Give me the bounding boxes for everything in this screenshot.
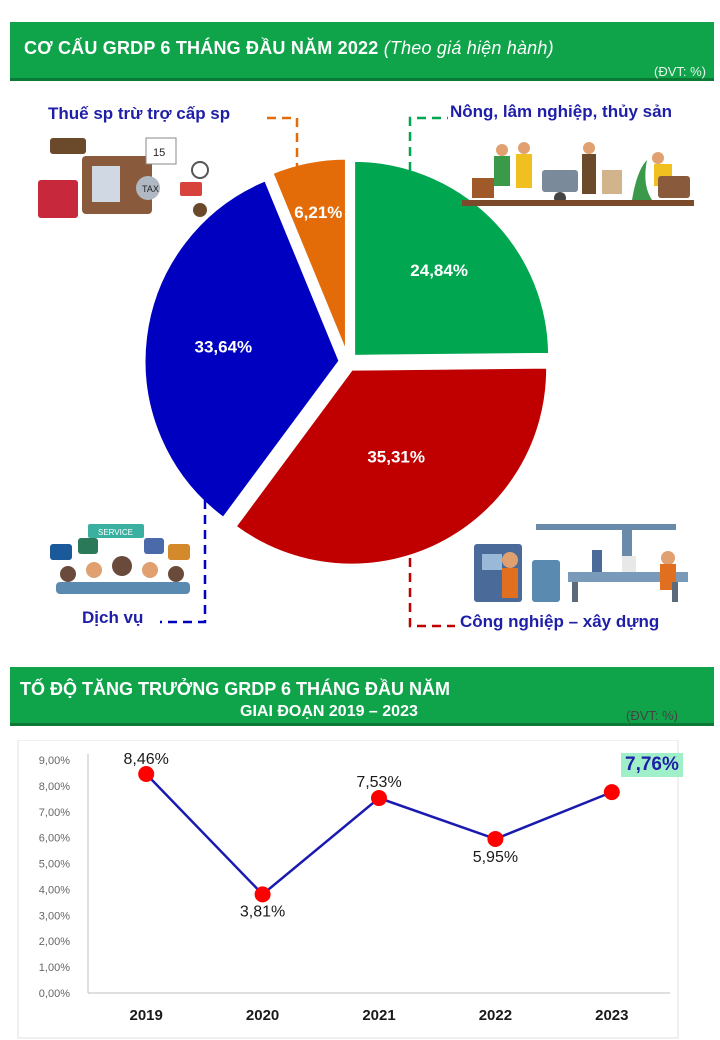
y-tick-label: 5,00% — [39, 859, 70, 871]
data-label: 3,81% — [240, 903, 285, 920]
svg-text:TAX: TAX — [142, 184, 159, 194]
pie-subtitle: (Theo giá hiện hành) — [383, 38, 554, 58]
y-tick-label: 9,00% — [39, 755, 70, 767]
pie-title-text: CƠ CẤU GRDP 6 THÁNG ĐẦU NĂM 2022 — [24, 38, 379, 58]
line-title-banner: TỐ ĐỘ TĂNG TRƯỞNG GRDP 6 THÁNG ĐẦU NĂM G… — [10, 667, 714, 723]
leader-line-agri — [408, 116, 448, 186]
highlight-value-2023: 7,76% — [621, 753, 683, 777]
line-chart-frame — [17, 740, 679, 1039]
data-label: 5,95% — [473, 849, 518, 866]
pie-category-industry: Công nghiệp – xây dựng — [460, 612, 660, 631]
x-tick-label: 2022 — [479, 1007, 512, 1024]
x-tick-label: 2020 — [246, 1007, 279, 1024]
pie-category-service: Dịch vụ — [82, 608, 144, 627]
data-label: 7,53% — [356, 774, 401, 791]
line-title-line2: GIAI ĐOẠN 2019 – 2023 — [240, 703, 418, 720]
data-point — [487, 830, 504, 847]
pie-title-banner: CƠ CẤU GRDP 6 THÁNG ĐẦU NĂM 2022 (Theo g… — [10, 22, 714, 78]
y-tick-label: 7,00% — [39, 807, 70, 819]
pie-chart: 24,84% 35,31% 33,64% 6,21% — [142, 116, 552, 628]
pie-title: CƠ CẤU GRDP 6 THÁNG ĐẦU NĂM 2022 (Theo g… — [24, 38, 554, 59]
pie-category-agri: Nông, lâm nghiệp, thủy sản — [450, 102, 672, 121]
slice-tax-value-label: 6,21% — [294, 203, 342, 222]
industry-illustration — [474, 524, 688, 602]
tax-documents-illustration: TAX 15 — [38, 137, 209, 218]
slice-service-value-label: 33,64% — [195, 337, 253, 356]
y-tick-label: 6,00% — [39, 833, 70, 845]
leader-line-industry — [408, 558, 455, 628]
svg-text:SERVICE: SERVICE — [98, 528, 133, 537]
x-tick-label: 2019 — [130, 1007, 163, 1024]
data-label: 8,46% — [124, 751, 169, 768]
leader-line-tax — [262, 116, 299, 187]
slice-industry — [232, 365, 550, 567]
pie-unit: (ĐVT: %) — [654, 64, 706, 79]
leader-line-service — [160, 500, 207, 624]
x-tick-label: 2023 — [595, 1007, 628, 1024]
data-point — [371, 790, 387, 807]
line-title-line1: TỐ ĐỘ TĂNG TRƯỞNG GRDP 6 THÁNG ĐẦU NĂM — [20, 679, 450, 699]
y-tick-label: 1,00% — [39, 962, 70, 974]
line-unit: (ĐVT: %) — [626, 708, 678, 723]
slice-tax — [269, 156, 348, 355]
slice-service — [142, 177, 342, 521]
y-tick-label: 3,00% — [39, 910, 70, 922]
x-tick-label: 2021 — [362, 1007, 395, 1024]
leader-lines — [160, 116, 455, 628]
data-point — [254, 886, 271, 903]
pie-category-tax: Thuế sp trừ trợ cấp sp — [48, 104, 231, 123]
slice-agri-value-label: 24,84% — [410, 261, 468, 280]
service-illustration: SERVICE — [50, 524, 190, 594]
y-tick-label: 8,00% — [39, 781, 70, 793]
y-tick-label: 0,00% — [39, 988, 70, 1000]
data-point — [603, 784, 620, 801]
svg-text:15: 15 — [153, 147, 165, 159]
y-tick-label: 4,00% — [39, 884, 70, 896]
data-point — [138, 765, 155, 782]
farming-illustration — [462, 142, 694, 206]
slice-industry-value-label: 35,31% — [367, 447, 425, 466]
line-chart: 0,00% 1,00% 2,00% 3,00% 4,00% 5,00% 6,00% 7,00%… — [17, 740, 679, 1039]
y-tick-label: 2,00% — [39, 936, 70, 948]
slice-agri — [352, 158, 552, 358]
